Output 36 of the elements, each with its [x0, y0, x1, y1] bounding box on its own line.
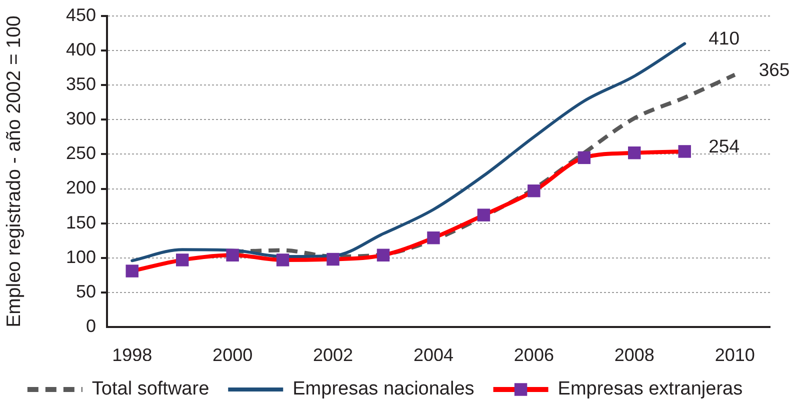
point [628, 146, 641, 160]
y-tick-label: 350 [66, 74, 96, 94]
point [326, 252, 340, 266]
point [427, 231, 440, 244]
point [678, 145, 691, 158]
data-label: 365 [758, 58, 790, 80]
legend-label: Total software [92, 378, 210, 400]
x-tick-label: 2006 [514, 344, 554, 365]
y-tick-label: 200 [66, 178, 96, 198]
y-tick-label: 100 [66, 246, 96, 267]
x-tick-label: 2008 [614, 344, 654, 365]
y-tick-label: 50 [76, 281, 96, 302]
point [578, 151, 591, 164]
data-label: 410 [708, 28, 740, 49]
x-tick-label: 1998 [112, 344, 152, 365]
y-axis-title: Empleo registrado - año 2002 = 100 [3, 16, 26, 328]
legend-label: Empresas nacionales [292, 378, 474, 400]
point [276, 254, 290, 266]
y-tick-label: 250 [66, 143, 96, 164]
y-tick-label: 150 [66, 212, 96, 232]
point [477, 208, 490, 222]
legend-label: Empresas extranjeras [558, 378, 743, 400]
y-tick-label: 300 [66, 108, 96, 129]
point [176, 254, 189, 266]
data-label: 254 [708, 136, 740, 157]
x-tick-label: 2004 [413, 344, 454, 365]
point [226, 248, 239, 262]
x-tick-label: 2000 [212, 344, 253, 365]
point [528, 184, 540, 198]
y-tick-label: 0 [86, 316, 96, 336]
y-tick-label: 450 [66, 4, 96, 25]
x-tick-label: 2010 [714, 344, 755, 365]
x-tick-label: 2002 [313, 344, 354, 365]
y-tick-label: 400 [66, 40, 96, 60]
point [376, 248, 390, 262]
point [126, 264, 138, 278]
